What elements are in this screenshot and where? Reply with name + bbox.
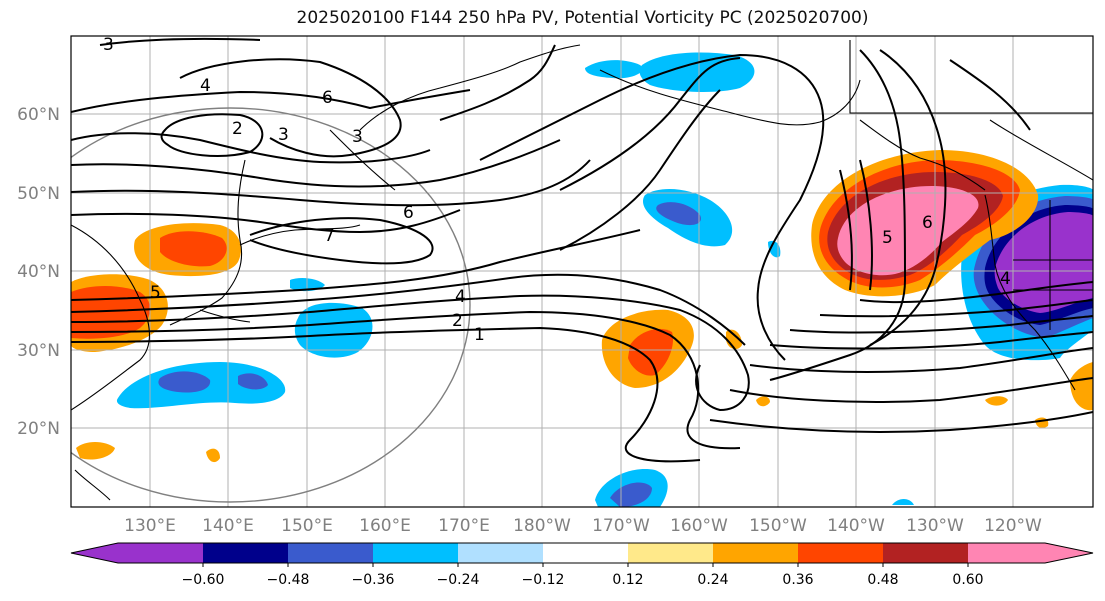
colorbar-segment [628, 543, 713, 563]
lon-label: 150°E [281, 516, 333, 536]
lat-label: 30°N [17, 341, 60, 361]
colorbar-extend-low [71, 543, 118, 563]
colorbar-extend-high [1045, 543, 1093, 563]
contour-label: 4 [1000, 269, 1011, 289]
lon-label: 150°W [749, 516, 807, 536]
contour-label: 7 [324, 226, 335, 246]
lat-label: 50°N [17, 184, 60, 204]
contour-label: 6 [922, 213, 933, 233]
colorbar-segment [798, 543, 883, 563]
colorbar: −0.60 −0.48 −0.36 −0.24 −0.12 0.12 0.24 … [70, 542, 1094, 588]
contour-label: 3 [278, 125, 289, 145]
map-frame [70, 35, 1094, 508]
contour-label: 3 [352, 127, 363, 147]
lon-label: 180°W [513, 516, 571, 536]
colorbar-segment [968, 543, 1045, 563]
contour-labels: 3 4 6 2 3 3 6 7 5 4 2 1 5 6 4 [103, 35, 1011, 345]
lon-label: 170°E [438, 516, 490, 536]
lon-label: 160°E [359, 516, 411, 536]
range-circle [71, 107, 471, 503]
contour-label: 6 [322, 88, 333, 108]
colorbar-tick-label: 0.60 [952, 572, 983, 588]
contour-label: 3 [103, 35, 114, 55]
colorbar-tick-label: 0.12 [612, 572, 643, 588]
latitude-labels: 60°N 50°N 40°N 30°N 20°N [17, 105, 60, 439]
colorbar-tick-label: 0.24 [697, 572, 728, 588]
lat-label: 60°N [17, 105, 60, 125]
contour-label: 5 [150, 283, 161, 303]
coastlines [71, 40, 1093, 501]
colorbar-tick-label: −0.12 [522, 572, 565, 588]
longitude-labels: 130°E 140°E 150°E 160°E 170°E 180°W 170°… [124, 516, 1042, 536]
colorbar-segment [713, 543, 798, 563]
colorbar-tick-label: −0.24 [437, 572, 480, 588]
lon-label: 170°W [592, 516, 650, 536]
lat-label: 20°N [17, 419, 60, 439]
lon-label: 120°W [984, 516, 1042, 536]
contour-label: 2 [452, 311, 463, 331]
colorbar-segment [373, 543, 458, 563]
colorbar-tick-label: 0.36 [782, 572, 813, 588]
lon-label: 160°W [670, 516, 728, 536]
lat-label: 40°N [17, 262, 60, 282]
colorbar-segment [883, 543, 968, 563]
contour-label: 4 [200, 76, 211, 96]
colorbar-tick-label: 0.48 [867, 572, 898, 588]
colorbar-segment [118, 543, 203, 563]
colorbar-segment [543, 543, 628, 563]
map-title: 2025020100 F144 250 hPa PV, Potential Vo… [296, 8, 869, 28]
lon-label: 130°E [124, 516, 176, 536]
colorbar-tick-label: −0.60 [182, 572, 225, 588]
pv-contours [71, 37, 1093, 463]
colorbar-segment [458, 543, 543, 563]
colorbar-tick-label: −0.48 [267, 572, 310, 588]
contour-label: 6 [403, 203, 414, 223]
contour-label: 2 [232, 119, 243, 139]
lon-label: 140°W [827, 516, 885, 536]
colorbar-segment [203, 543, 288, 563]
contour-label: 4 [455, 287, 466, 307]
contour-label: 1 [474, 325, 485, 345]
contour-label: 5 [882, 228, 893, 248]
lon-label: 140°E [202, 516, 254, 536]
colorbar-tick-label: −0.36 [352, 572, 395, 588]
lon-label: 130°W [906, 516, 964, 536]
colorbar-segment [288, 543, 373, 563]
